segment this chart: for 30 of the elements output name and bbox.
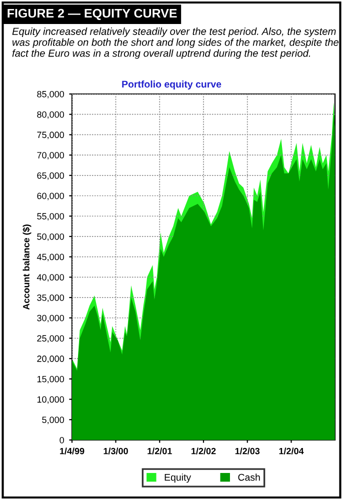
y-tick-label: 35,000 (37, 294, 64, 302)
x-tick-label: 1/2/02 (192, 448, 216, 454)
y-tick-label: 40,000 (36, 274, 64, 282)
y-tick-label: 70,000 (37, 152, 64, 160)
y-tick-label: 60,000 (37, 192, 64, 200)
y-tick-label: 65,000 (37, 172, 64, 180)
y-tick-label: 55,000 (37, 213, 64, 221)
y-tick-label: 45,000 (36, 254, 64, 262)
y-tick-label: 0 (60, 436, 64, 444)
text: Portfolio equity curve (122, 80, 222, 90)
y-tick-label: 10,000 (37, 396, 64, 404)
chart-title: FIGURE 2 — EQUITY CURVE (8, 8, 177, 20)
y-tick-label: 75,000 (37, 132, 64, 140)
y-tick-label: 50,000 (37, 233, 64, 241)
x-tick-label: 1/2/01 (148, 448, 172, 454)
x-tick-label: 1/2/04 (279, 448, 304, 454)
chart-subtitle: Equity increased relatively steadily over the test period. Also, the system was profitable on both the short and long sides of the market, despite the fact the Euro was in a strong overall uptrend during the test period. (12, 28, 339, 59)
y-tick-label: 5,000 (42, 416, 64, 424)
x-tick-label: 1/3/00 (104, 448, 128, 454)
y-tick-label: 30,000 (37, 314, 64, 322)
legend-label: Cash (238, 474, 260, 481)
y-tick-label: 15,000 (37, 376, 64, 384)
y-tick-label: 80,000 (37, 111, 64, 119)
y-axis-title: Account balance ($) (22, 224, 32, 310)
y-tick-label: 25,000 (37, 335, 64, 343)
y-tick-label: 85,000 (37, 90, 64, 98)
x-tick-label: 1/2/03 (235, 448, 260, 454)
y-tick-label: 20,000 (37, 356, 64, 364)
x-tick-label: 1/4/99 (60, 448, 84, 454)
legend-label: Equity (164, 474, 192, 483)
